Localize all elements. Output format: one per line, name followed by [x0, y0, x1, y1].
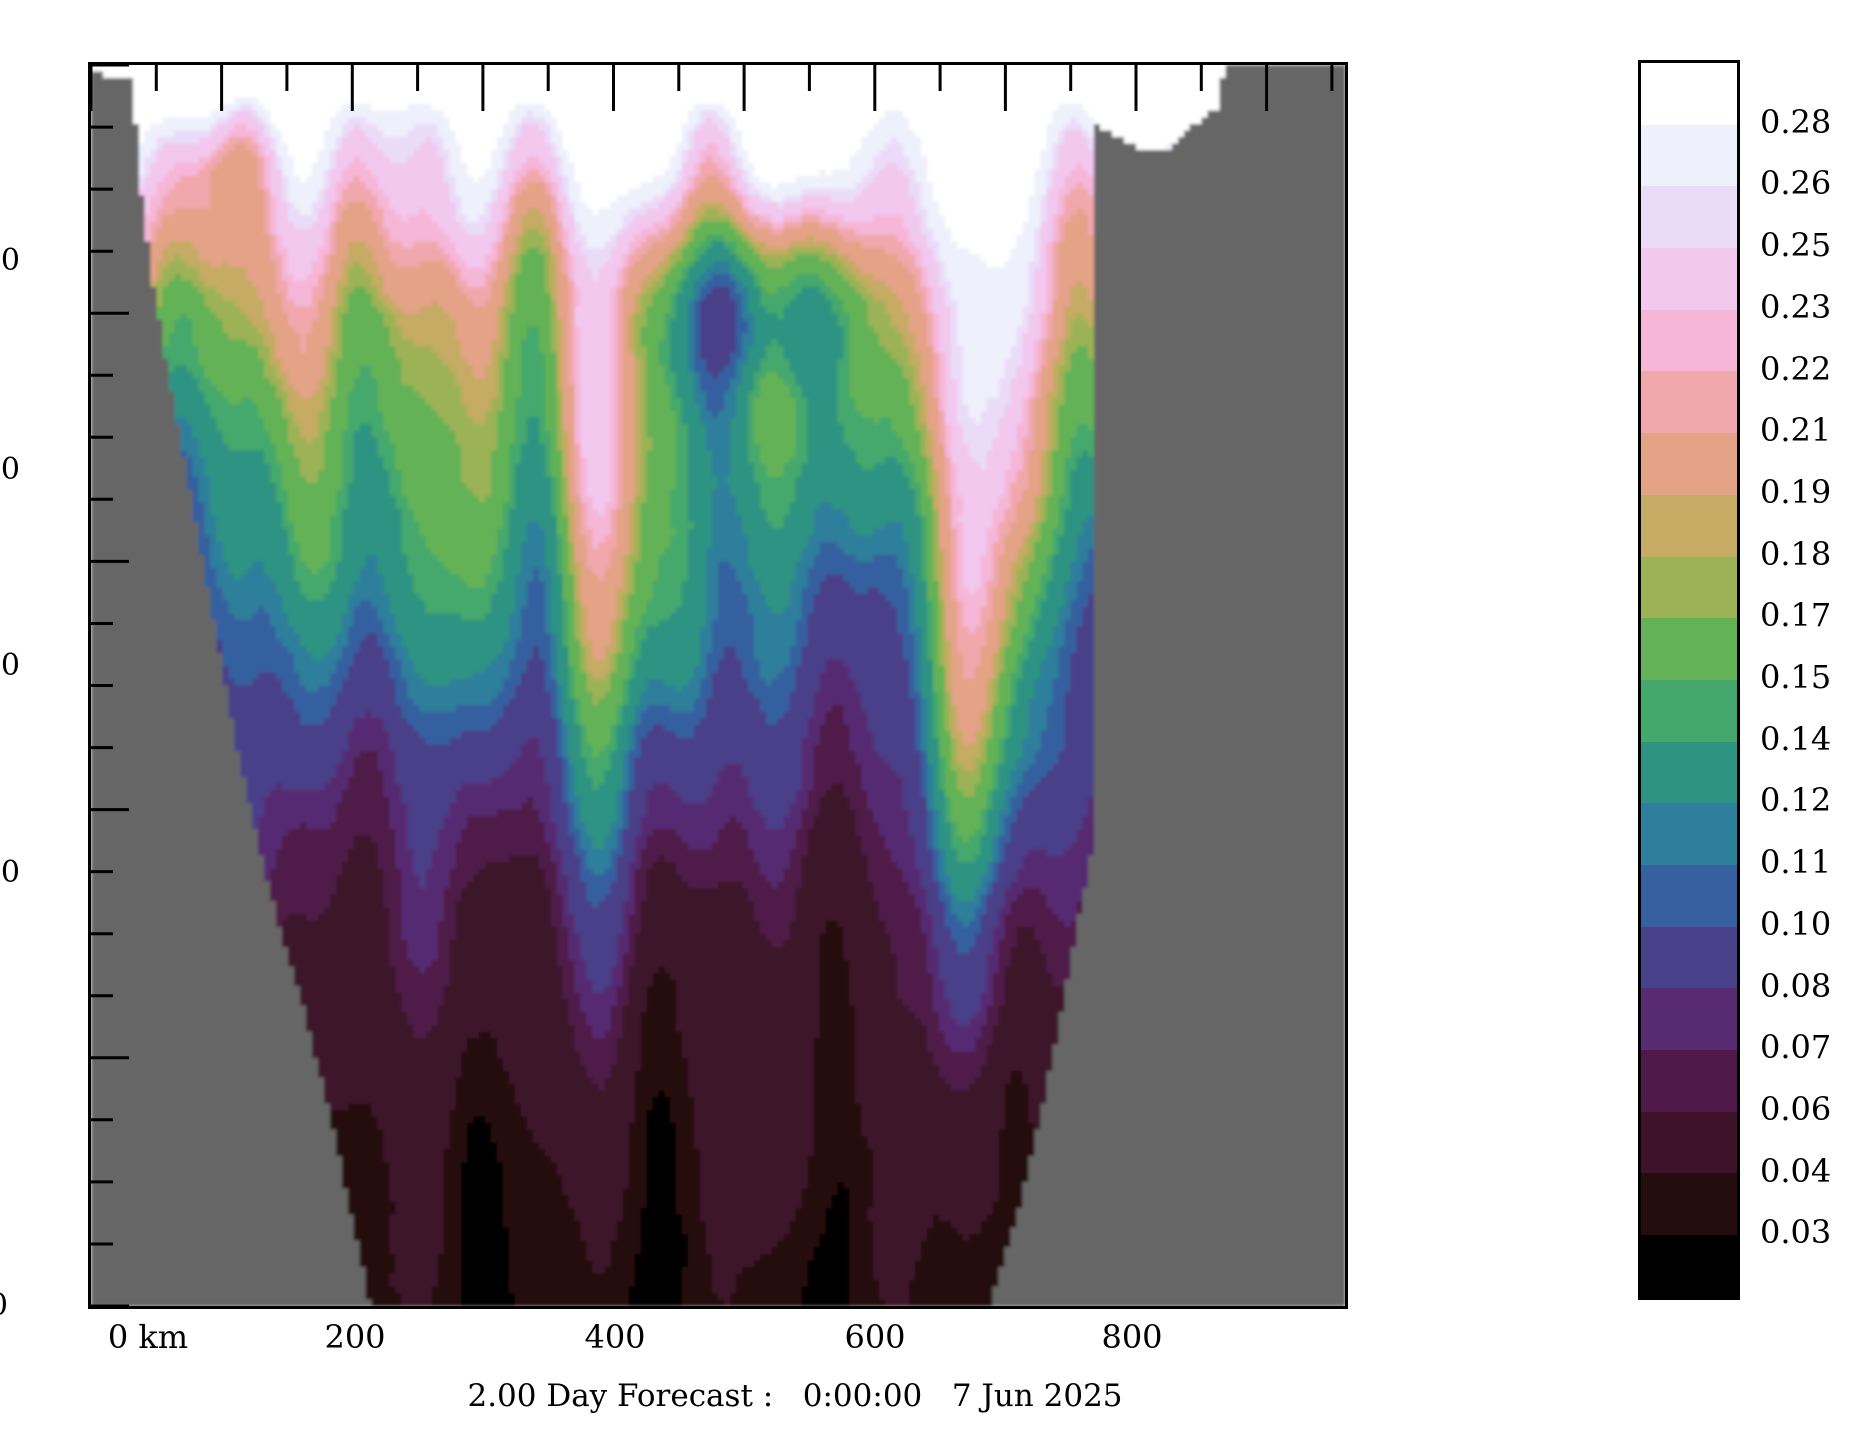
colorbar-tick-label: 0.15: [1760, 658, 1832, 696]
colorbar-tick-label: 0.21: [1760, 411, 1832, 450]
colorbar-tick-label: 0.03: [1760, 1213, 1832, 1252]
colorbar-tick-label: 0.28: [1760, 102, 1832, 141]
colorbar-tick-label: 0.26: [1760, 164, 1832, 203]
y-tick-label: 200: [0, 243, 20, 278]
y-tick-label: 600: [0, 648, 20, 683]
colorbar-band: [1641, 309, 1737, 372]
colorbar-band: [1641, 1173, 1737, 1236]
contour-bands: [91, 65, 1345, 1306]
colorbar-tick-label: 0.04: [1760, 1151, 1832, 1190]
y-tick-label: 1000: [0, 1288, 8, 1323]
colorbar-band: [1641, 124, 1737, 187]
colorbar-tick-label: 0.17: [1760, 596, 1832, 635]
colorbar-tick-label: 0.23: [1760, 287, 1832, 326]
colorbar-band: [1641, 926, 1737, 989]
colorbar-tick-label: 0.06: [1760, 1089, 1832, 1128]
colorbar-band: [1641, 1050, 1737, 1112]
colorbar-band: [1641, 494, 1737, 557]
colorbar-band: [1641, 371, 1737, 434]
plot-area: [88, 62, 1348, 1309]
colorbar-band: [1641, 741, 1737, 804]
colorbar-tick-label: 0.18: [1760, 534, 1832, 573]
x-tick-label: 800: [1101, 1318, 1163, 1356]
x-tick-label: 600: [844, 1318, 906, 1356]
colorbar-band: [1641, 433, 1737, 495]
colorbar-band: [1641, 556, 1737, 619]
colorbar-band: [1641, 186, 1737, 249]
colorbar-tick-label: 0.08: [1760, 966, 1832, 1005]
colorbar-tick-label: 0.19: [1760, 472, 1832, 511]
y-tick-label: 400: [0, 452, 20, 487]
colorbar-tick-label: 0.12: [1760, 781, 1832, 820]
colorbar-band: [1641, 803, 1737, 865]
colorbar-band: [1641, 1235, 1737, 1297]
axis-ticks: [91, 65, 1334, 1306]
colorbar: [1638, 60, 1740, 1300]
x-tick-label: 200: [324, 1318, 386, 1356]
colorbar-tick-label: 0.14: [1760, 719, 1832, 758]
colorbar-band: [1641, 618, 1737, 680]
colorbar-band: [1641, 988, 1737, 1050]
colorbar-band: [1641, 248, 1737, 310]
colorbar-tick-label: 0.25: [1760, 226, 1832, 265]
colorbar-band: [1641, 864, 1737, 927]
y-tick-label: 800: [0, 855, 20, 890]
figure-caption: 2.00 Day Forecast : 0:00:00 7 Jun 2025: [467, 1378, 1123, 1414]
colorbar-band: [1641, 679, 1737, 742]
colorbar-tick-label: 0.10: [1760, 904, 1832, 943]
colorbar-tick-label: 0.22: [1760, 349, 1832, 388]
x-tick-label: 400: [584, 1318, 646, 1356]
x-tick-label: 0 km: [107, 1318, 189, 1356]
colorbar-band: [1641, 1111, 1737, 1174]
colorbar-band: [1641, 63, 1737, 125]
colorbar-tick-label: 0.07: [1760, 1028, 1832, 1067]
contour-field: [91, 65, 1345, 1306]
colorbar-tick-label: 0.11: [1760, 843, 1832, 882]
